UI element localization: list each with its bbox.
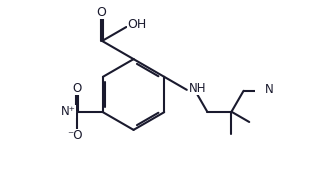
Text: ⁻O: ⁻O <box>67 129 83 142</box>
Text: N: N <box>265 83 274 96</box>
Text: N⁺: N⁺ <box>61 105 76 118</box>
Text: OH: OH <box>127 18 146 31</box>
Text: NH: NH <box>189 82 206 95</box>
Text: O: O <box>96 6 106 19</box>
Text: O: O <box>72 82 81 95</box>
